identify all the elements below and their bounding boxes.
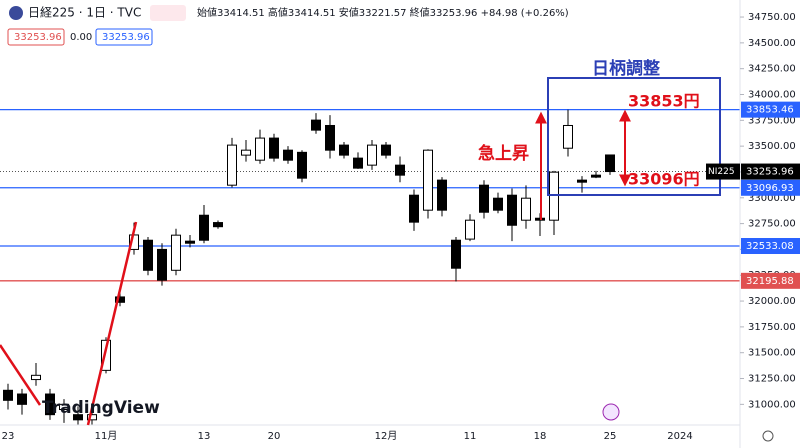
- y-tick-label: 33500.00: [748, 141, 796, 152]
- candle-body: [451, 239, 461, 269]
- y-tick-label: 31000.00: [748, 399, 796, 410]
- x-tick-label: 12月: [375, 430, 398, 442]
- candle-body: [31, 374, 41, 381]
- candle-body: [577, 179, 587, 183]
- candle-body: [199, 214, 209, 241]
- y-tick-label: 34000.00: [748, 90, 796, 101]
- candle-body: [87, 414, 97, 421]
- y-tick-label: 33000.00: [748, 193, 796, 204]
- candle-body: [213, 222, 223, 228]
- candle-body: [255, 137, 265, 161]
- drawings: 急上昇 日柄調整 33853円 33096円: [0, 58, 721, 426]
- x-tick-label: 11月: [95, 430, 118, 442]
- price-label-bg: [741, 272, 800, 289]
- candle-body: [17, 393, 27, 405]
- candle-body: [227, 144, 237, 186]
- price-label: 32533.08: [746, 241, 794, 252]
- annotation: 急上昇: [478, 143, 529, 164]
- annotation: 日柄調整: [592, 58, 660, 79]
- alert-icon[interactable]: [602, 403, 620, 421]
- candle-body: [479, 184, 489, 213]
- price-label: 33853.46: [746, 105, 794, 116]
- last-tag: NI225: [708, 167, 735, 177]
- symbol-icon: [9, 6, 23, 20]
- y-tick-label: 34250.00: [748, 64, 796, 75]
- y-tick-label: 33750.00: [748, 115, 796, 126]
- price-label-bg: [741, 163, 800, 180]
- last-tag-bg: [706, 163, 740, 180]
- x-tick-label: 18: [534, 431, 547, 442]
- plot-area: [0, 108, 740, 425]
- candle-body: [353, 157, 363, 169]
- candle-body: [549, 171, 559, 221]
- y-tick-label: 31250.00: [748, 374, 796, 385]
- candle-body: [185, 240, 195, 244]
- candle-body: [3, 389, 13, 401]
- y-tick-label: 31500.00: [748, 348, 796, 359]
- candle-body: [521, 197, 531, 221]
- y-tick-label: 31750.00: [748, 322, 796, 333]
- badge-text: 0.00: [70, 32, 92, 43]
- candle-body: [59, 403, 69, 411]
- y-tick-label: 32000.00: [748, 296, 796, 307]
- candle-body: [437, 179, 447, 211]
- candle-body: [325, 124, 335, 151]
- candle-body: [563, 124, 573, 149]
- candle-body: [409, 194, 419, 223]
- badge[interactable]: [7, 28, 65, 46]
- candle-body: [171, 234, 181, 271]
- y-tick-label: 34500.00: [748, 38, 796, 49]
- candle-body: [465, 219, 475, 240]
- candle-body: [45, 393, 55, 416]
- watermark: TradingView: [42, 398, 160, 418]
- badge[interactable]: [95, 28, 153, 46]
- price-label-bg: [741, 101, 800, 118]
- y-tick-label: 32750.00: [748, 219, 796, 230]
- candle-body: [605, 154, 615, 173]
- trend-line: [0, 344, 42, 406]
- x-tick-label: 20: [268, 431, 281, 442]
- price-label: 33096.93: [746, 183, 794, 194]
- badge-icon[interactable]: [150, 5, 186, 21]
- candle-body: [143, 239, 153, 271]
- badge-text: 33253.96: [14, 32, 62, 43]
- symbol-title[interactable]: 日経225 · 1日 · TVC: [28, 6, 141, 20]
- x-tick-label: 23: [2, 431, 15, 442]
- candle-body: [367, 144, 377, 166]
- candle-body: [297, 151, 307, 179]
- candle-body: [115, 296, 125, 303]
- candle-body: [423, 149, 433, 211]
- x-tick-label: 2024: [667, 431, 692, 442]
- candle-body: [101, 339, 111, 371]
- header: 日経225 · 1日 · TVC 始値33414.51 高値33414.51 安…: [7, 5, 569, 46]
- price-label: 32195.88: [746, 276, 794, 287]
- price-label-bg: [741, 238, 800, 255]
- candle-body: [591, 174, 601, 178]
- y-tick-label: 34750.00: [748, 12, 796, 23]
- candle-body: [395, 164, 405, 176]
- candle-body: [311, 119, 321, 131]
- trend-line: [86, 221, 138, 426]
- x-tick-label: 11: [464, 431, 477, 442]
- candle-body: [241, 149, 251, 156]
- candle-body: [157, 248, 167, 281]
- candle-body: [493, 197, 503, 211]
- price-label-bg: [741, 179, 800, 196]
- candle-body: [381, 144, 391, 156]
- range-box: [547, 77, 721, 196]
- candle-body: [269, 137, 279, 159]
- annotation: 33096円: [628, 170, 700, 189]
- candle-body: [73, 414, 83, 421]
- candle-body: [283, 149, 293, 161]
- price-label: 33253.96: [746, 167, 794, 178]
- ohlc-legend: 始値33414.51 高値33414.51 安値33221.57 終値33253…: [197, 6, 569, 19]
- x-tick-label: 25: [604, 431, 617, 442]
- annotation: 33853円: [628, 92, 700, 111]
- candle-body: [507, 194, 517, 226]
- x-tick-label: 13: [198, 431, 211, 442]
- candle-body: [339, 144, 349, 156]
- badge-text: 33253.96: [102, 32, 150, 43]
- settings-icon[interactable]: [762, 430, 774, 442]
